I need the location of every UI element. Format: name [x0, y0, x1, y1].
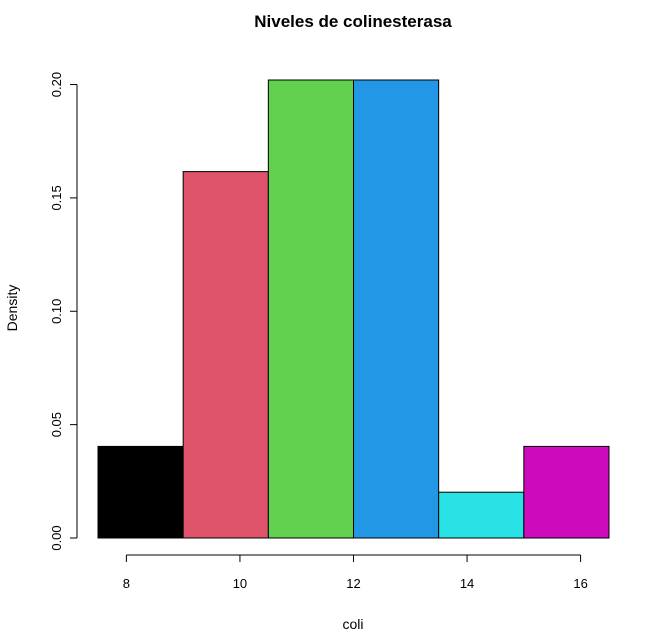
histogram-bar — [267, 79, 355, 539]
histogram-bar — [353, 79, 440, 539]
x-tick-label: 14 — [460, 576, 474, 591]
chart-title: Niveles de colinesterasa — [254, 12, 452, 31]
bars-group — [97, 79, 610, 539]
x-tick-label: 10 — [233, 576, 247, 591]
y-tick-label: 0.00 — [49, 525, 64, 550]
y-tick-label: 0.10 — [49, 299, 64, 324]
y-axis-label: Density — [4, 285, 20, 332]
y-tick-label: 0.05 — [49, 412, 64, 437]
histogram-bar — [182, 171, 269, 539]
x-tick-label: 16 — [573, 576, 587, 591]
histogram-bar — [523, 445, 610, 539]
x-tick-label: 8 — [123, 576, 130, 591]
histogram-bar — [438, 491, 525, 539]
y-tick-label: 0.15 — [49, 185, 64, 210]
x-axis: 8 10 12 14 16 — [123, 554, 588, 591]
y-axis: 0.00 0.05 0.10 0.15 0.20 — [49, 72, 78, 551]
x-tick-label: 12 — [346, 576, 360, 591]
y-tick-label: 0.20 — [49, 72, 64, 97]
x-axis-label: coli — [342, 616, 363, 632]
histogram-bar — [97, 445, 184, 539]
